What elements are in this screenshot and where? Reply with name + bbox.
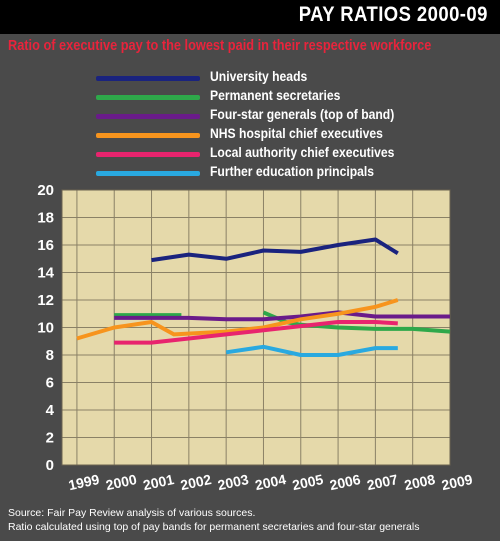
legend-swatch-2 [96,114,200,119]
legend-label-3: NHS hospital chief executives [210,126,383,141]
x-tick-label-2006: 2006 [328,471,362,493]
legend-label-2: Four-star generals (top of band) [210,107,395,122]
x-tick-label-2007: 2007 [365,471,399,493]
legend-swatch-5 [96,171,200,176]
x-tick-label-1999: 1999 [67,471,101,493]
x-tick-label-2008: 2008 [403,471,437,493]
y-tick-label-6: 6 [46,375,54,392]
y-tick-label-8: 8 [46,347,54,364]
legend-label-0: University heads [210,69,308,84]
legend-label-5: Further education principals [210,164,375,179]
y-tick-label-20: 20 [37,182,54,199]
y-tick-label-16: 16 [37,237,54,254]
legend-label-1: Permanent secretaries [210,88,341,103]
x-tick-label-2003: 2003 [216,471,250,493]
y-tick-label-0: 0 [46,457,54,474]
x-tick-label-2005: 2005 [291,471,325,493]
series-line-2 [114,310,450,322]
chart-subtitle: Ratio of executive pay to the lowest pai… [8,38,432,54]
y-tick-label-4: 4 [46,402,55,419]
series-line-5 [225,344,398,357]
method-note: Ratio calculated using top of pay bands … [8,521,420,533]
chart-title: PAY RATIOS 2000-09 [298,3,488,26]
x-tick-label-2001: 2001 [142,471,176,493]
y-tick-label-18: 18 [37,210,54,227]
header-bar: PAY RATIOS 2000-09 [0,0,500,34]
y-tick-label-14: 14 [37,265,54,282]
series-line-4 [114,320,398,345]
plot-border [61,189,451,466]
series-line-0 [151,237,399,263]
source-note: Source: Fair Pay Review analysis of vari… [8,506,419,534]
y-tick-label-12: 12 [37,292,54,309]
x-tick-label-2000: 2000 [104,471,138,493]
legend-swatch-1 [96,95,200,100]
x-tick-label-2004: 2004 [254,471,288,493]
series-line-3 [76,298,399,341]
legend-swatch-4 [96,152,200,157]
x-tick-label-2009: 2009 [440,471,474,493]
y-tick-label-10: 10 [37,320,54,337]
x-tick-label-2002: 2002 [179,471,213,493]
source-line: Source: Fair Pay Review analysis of vari… [8,507,256,519]
legend-swatch-3 [96,133,200,138]
y-tick-label-2: 2 [46,430,54,447]
legend-label-4: Local authority chief executives [210,145,395,160]
legend-swatch-0 [96,76,200,81]
